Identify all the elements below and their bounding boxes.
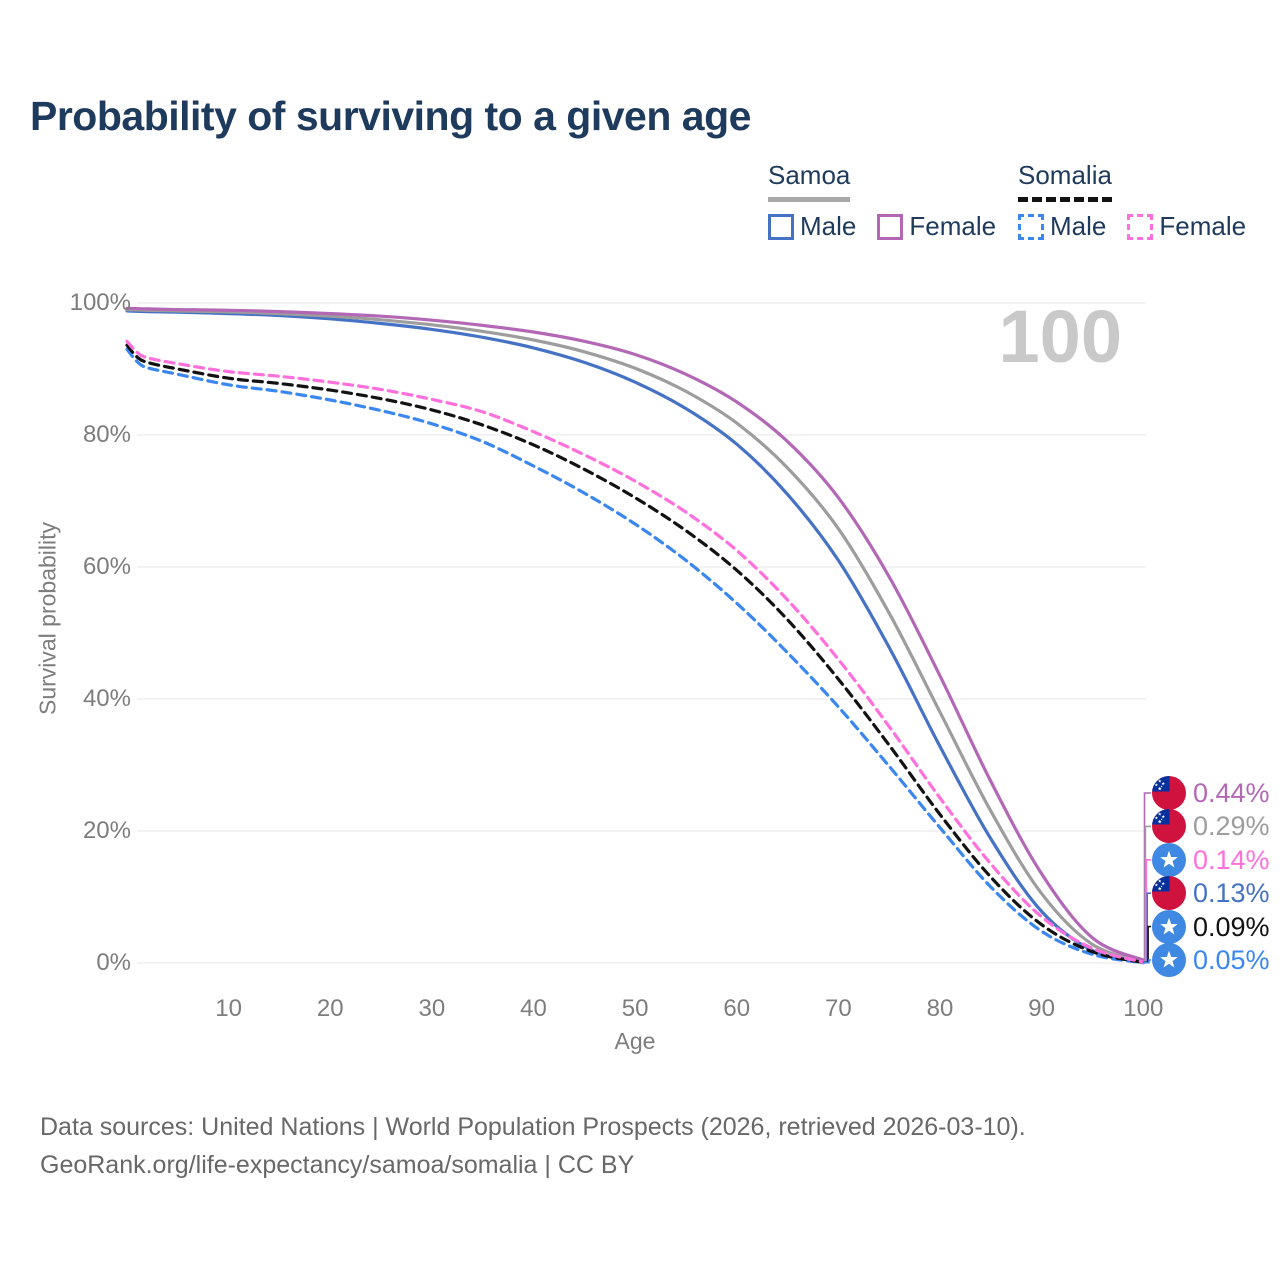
- y-tick-100%: 100%: [69, 289, 131, 316]
- footer-url-license: GeoRank.org/life-expectancy/samoa/somali…: [40, 1151, 635, 1179]
- legend-swatch-female: [1127, 213, 1154, 240]
- line-somalia[interactable]: [125, 343, 1145, 964]
- x-tick-80: 80: [926, 995, 954, 1022]
- end-label-somalia: 0.09%: [1152, 909, 1270, 944]
- legend-country-samoa[interactable]: Samoa: [768, 160, 851, 202]
- end-label-connector-samoa: [1143, 825, 1151, 962]
- legend-item-label: Female: [1159, 211, 1247, 241]
- end-label-value: 0.14%: [1193, 844, 1270, 875]
- footer-attribution: Data sources: United Nations | World Pop…: [40, 1108, 1026, 1184]
- samoa-flag-icon: [1152, 809, 1186, 844]
- somalia-flag-icon: [1152, 842, 1186, 877]
- end-label-value: 0.09%: [1193, 911, 1270, 942]
- legend-item-label: Male: [1050, 211, 1107, 241]
- legend-country-somalia[interactable]: Somalia: [1018, 160, 1112, 202]
- end-label-connector-somalia-male: [1143, 959, 1151, 964]
- legend-swatch-female: [877, 213, 904, 240]
- end-label-value: 0.05%: [1193, 945, 1270, 975]
- x-tick-60: 60: [723, 995, 751, 1022]
- x-tick-30: 30: [418, 995, 446, 1022]
- legend-swatch-male: [768, 213, 794, 240]
- x-tick-20: 20: [316, 995, 344, 1022]
- y-axis-title: Survival probability: [34, 521, 61, 716]
- line-samoa-female[interactable]: [125, 306, 1145, 962]
- legend-item-label: Male: [800, 211, 857, 241]
- legend-item-samoa-male[interactable]: Male: [768, 211, 856, 242]
- legend-item-samoa-female[interactable]: Female: [877, 211, 996, 242]
- x-tick-40: 40: [520, 995, 547, 1022]
- end-label-samoa: 0.29%: [1152, 809, 1270, 844]
- end-label-samoa-male: 0.13%: [1152, 876, 1270, 911]
- x-tick-90: 90: [1028, 995, 1055, 1022]
- end-label-value: 0.29%: [1193, 811, 1270, 842]
- line-somalia-male[interactable]: [125, 347, 1145, 965]
- x-tick-70: 70: [825, 995, 852, 1022]
- y-tick-40%: 40%: [82, 685, 131, 712]
- legend-swatch-male: [1018, 213, 1044, 240]
- x-axis-title: Age: [614, 1028, 656, 1054]
- y-tick-80%: 80%: [82, 421, 131, 448]
- legend-item-label: Female: [909, 211, 997, 241]
- legend-items-row: Male Female: [768, 211, 996, 242]
- y-tick-20%: 20%: [82, 817, 131, 844]
- legend-item-somalia-male[interactable]: Male: [1018, 211, 1106, 242]
- line-somalia-female[interactable]: [125, 339, 1145, 964]
- x-tick-100: 100: [1123, 995, 1164, 1022]
- line-samoa-male[interactable]: [125, 309, 1145, 964]
- legend-item-somalia-female[interactable]: Female: [1127, 211, 1246, 242]
- samoa-flag-icon: [1152, 876, 1186, 911]
- x-tick-10: 10: [215, 995, 242, 1022]
- samoa-flag-icon: [1152, 776, 1186, 810]
- legend-items-row: Male Female: [1018, 211, 1246, 242]
- end-label-somalia-male: 0.05%: [1152, 943, 1270, 977]
- hover-age-watermark: 100: [998, 295, 1122, 378]
- end-label-somalia-female: 0.14%: [1152, 842, 1270, 877]
- line-samoa[interactable]: [125, 308, 1145, 963]
- x-tick-50: 50: [621, 995, 649, 1022]
- y-tick-0%: 0%: [96, 949, 131, 976]
- somalia-flag-icon: [1152, 909, 1186, 944]
- somalia-flag-icon: [1152, 943, 1186, 977]
- end-label-value: 0.44%: [1193, 778, 1270, 808]
- end-label-samoa-female: 0.44%: [1152, 776, 1270, 810]
- page-title: Probability of surviving to a given age: [30, 93, 751, 139]
- footer-data-sources: Data sources: United Nations | World Pop…: [40, 1113, 1026, 1141]
- legend-group-somalia: Somalia Male Female: [1018, 160, 1246, 242]
- end-label-value: 0.13%: [1193, 878, 1270, 909]
- y-tick-60%: 60%: [82, 553, 131, 580]
- end-label-connector-samoa-female: [1143, 792, 1151, 961]
- legend-group-samoa: Samoa Male Female: [768, 160, 996, 242]
